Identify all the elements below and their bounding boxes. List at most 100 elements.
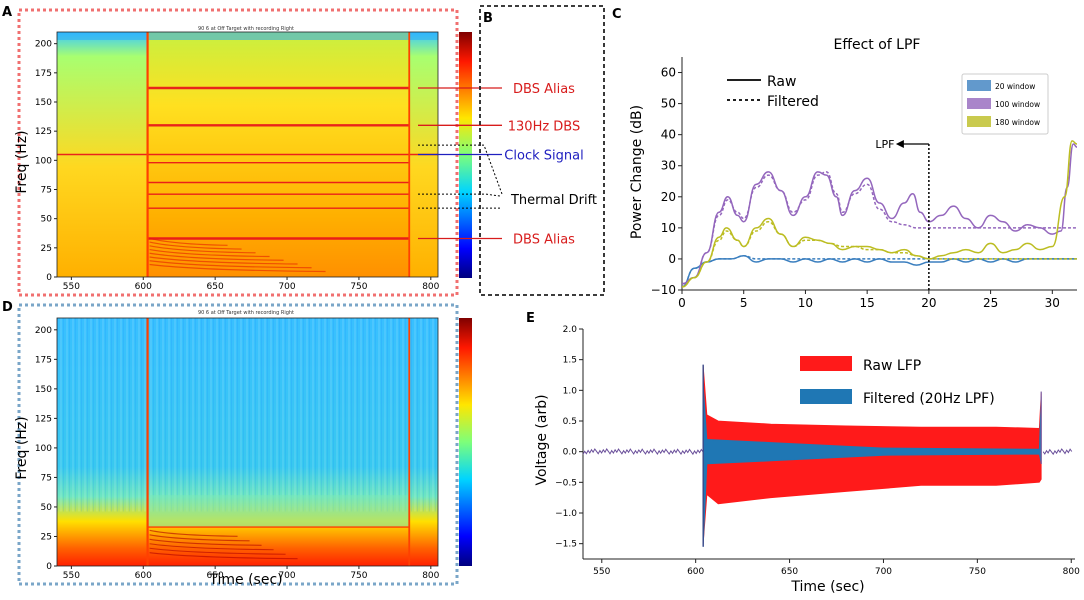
spectrogram-a-annotations: DBS Alias 130Hz DBS Clock Signal Thermal Dr… [418,82,597,248]
series-line-raw [681,143,1078,285]
annotation-leader [418,144,503,195]
y-tick-label: 75 [41,473,52,483]
x-tick-label: 5 [740,296,748,310]
window-legend-label: 20 window [995,82,1035,91]
spectrogram-d-ylabel: Freq (Hz) [14,416,30,479]
legend-raw-lfp-swatch [800,356,852,371]
baseline-trace-post [1042,448,1073,456]
spectrogram-a [57,32,438,277]
onset-ripple [149,543,274,551]
lfp-chart-axes: 550 600 650 700 750 800 −1.5 −1.0 −0.5 0.0 0.5 1.0 1… [555,325,1080,577]
onset-ripple [149,529,238,537]
y-tick-label: 40 [661,128,676,142]
lpf-style-legend: Raw Filtered [727,74,819,110]
y-tick-label: 100 [35,444,52,454]
panel-label-c: C [612,7,622,22]
x-tick-label: 600 [135,571,152,581]
lfp-legend: Raw LFP Filtered (20Hz LPF) [800,356,995,407]
y-tick-label: 1.0 [563,386,578,396]
lpf-chart-title: Effect of LPF [834,37,921,53]
series-line-raw [681,255,1077,288]
onset-ripple [149,248,270,258]
x-tick-label: 700 [278,571,295,581]
panel-label-b: B [483,11,493,26]
onset-ripple [149,547,286,555]
legend-filtered-label: Filtered [767,94,819,110]
lpf-label: LPF [875,138,894,151]
series-line-filtered [681,171,1077,285]
window-legend-label: 100 window [995,100,1040,109]
lfp-chart-ylabel: Voltage (arb) [534,394,550,485]
spectrogram-d-xlabel: Time (sec) [208,572,282,588]
panel-c: C Effect of LPF Power Change (dB) 0 5 10 15… [612,7,1078,310]
panel-label-d: D [2,300,13,315]
x-tick-label: 550 [63,571,80,581]
legend-filtered-swatch [800,389,852,404]
baseline-trace-pre [582,448,704,456]
y-tick-label: 50 [41,503,53,513]
onset-ripple [149,538,262,546]
annotation-label: Thermal Drift [510,193,597,208]
y-tick-label: 0 [46,273,52,283]
series-line-filtered [681,255,1077,288]
legend-raw-label: Raw [767,74,796,90]
x-tick-label: 20 [921,296,936,310]
y-tick-label: 1.5 [563,356,577,366]
y-tick-label: −10 [651,283,676,297]
spectrogram-a-ylabel: Freq (Hz) [14,130,30,193]
x-tick-label: 650 [781,567,798,577]
x-tick-label: 750 [969,567,986,577]
y-tick-label: 175 [35,355,52,365]
x-tick-label: 650 [207,282,224,292]
panel-a-border [17,8,459,297]
y-tick-label: 125 [35,414,52,424]
y-tick-label: 2.0 [563,325,578,335]
onset-ripple [149,256,298,265]
x-tick-label: 800 [422,282,439,292]
panel-e: E Voltage (arb) Time (sec) 550 600 650 700 7… [526,311,1080,595]
y-tick-label: 100 [35,156,52,166]
x-tick-label: 800 [1063,567,1080,577]
spectrogram-d [57,318,438,566]
panel-d: D 90 6 at Off Target with recording Righ… [2,300,472,588]
top-edge-band [57,32,438,40]
annotation-label: 130Hz DBS [508,119,581,134]
x-tick-label: 750 [350,282,367,292]
x-tick-label: 700 [875,567,892,577]
legend-raw-lfp-label: Raw LFP [863,358,921,374]
x-tick-label: 600 [135,282,152,292]
panel-d-border [17,303,459,586]
y-tick-label: 50 [661,97,676,111]
vertical-striation [57,318,438,512]
series-line-filtered [681,220,1077,288]
y-tick-label: 0.0 [563,448,578,458]
y-tick-label: 0 [46,562,52,572]
window-legend-swatch [967,98,991,109]
spectrogram-d-axes: 550 600 650 700 750 800 0 25 50 75 100 125 150 175 200 [35,317,440,581]
onset-ripple [149,260,312,269]
annotation-label: DBS Alias [513,233,575,248]
y-tick-label: −0.5 [555,478,577,488]
x-tick-label: 10 [798,296,813,310]
lpf-marker: LPF [875,138,930,290]
panel-b: B [479,5,605,296]
lpf-chart-lines [681,140,1078,288]
y-tick-label: 175 [35,69,52,79]
y-tick-label: 25 [41,532,52,542]
onset-ripple [149,252,284,261]
x-tick-label: 550 [63,282,80,292]
lpf-window-legend: 20 window 100 window 180 window [961,73,1049,135]
y-tick-label: 75 [41,186,52,196]
y-tick-label: 10 [661,221,676,235]
panel-b-border [479,5,605,296]
lfp-chart-traces [582,364,1073,547]
y-tick-label: 20 [661,190,676,204]
x-tick-label: 30 [1045,296,1060,310]
panel-label-e: E [526,311,535,326]
onset-ripple [149,263,326,273]
lpf-chart-ylabel: Power Change (dB) [629,105,645,239]
lfp-chart-xlabel: Time (sec) [790,579,864,595]
annotation-label: DBS Alias [513,82,575,97]
y-tick-label: 60 [661,66,676,80]
annotation-label: Clock Signal [504,149,583,164]
